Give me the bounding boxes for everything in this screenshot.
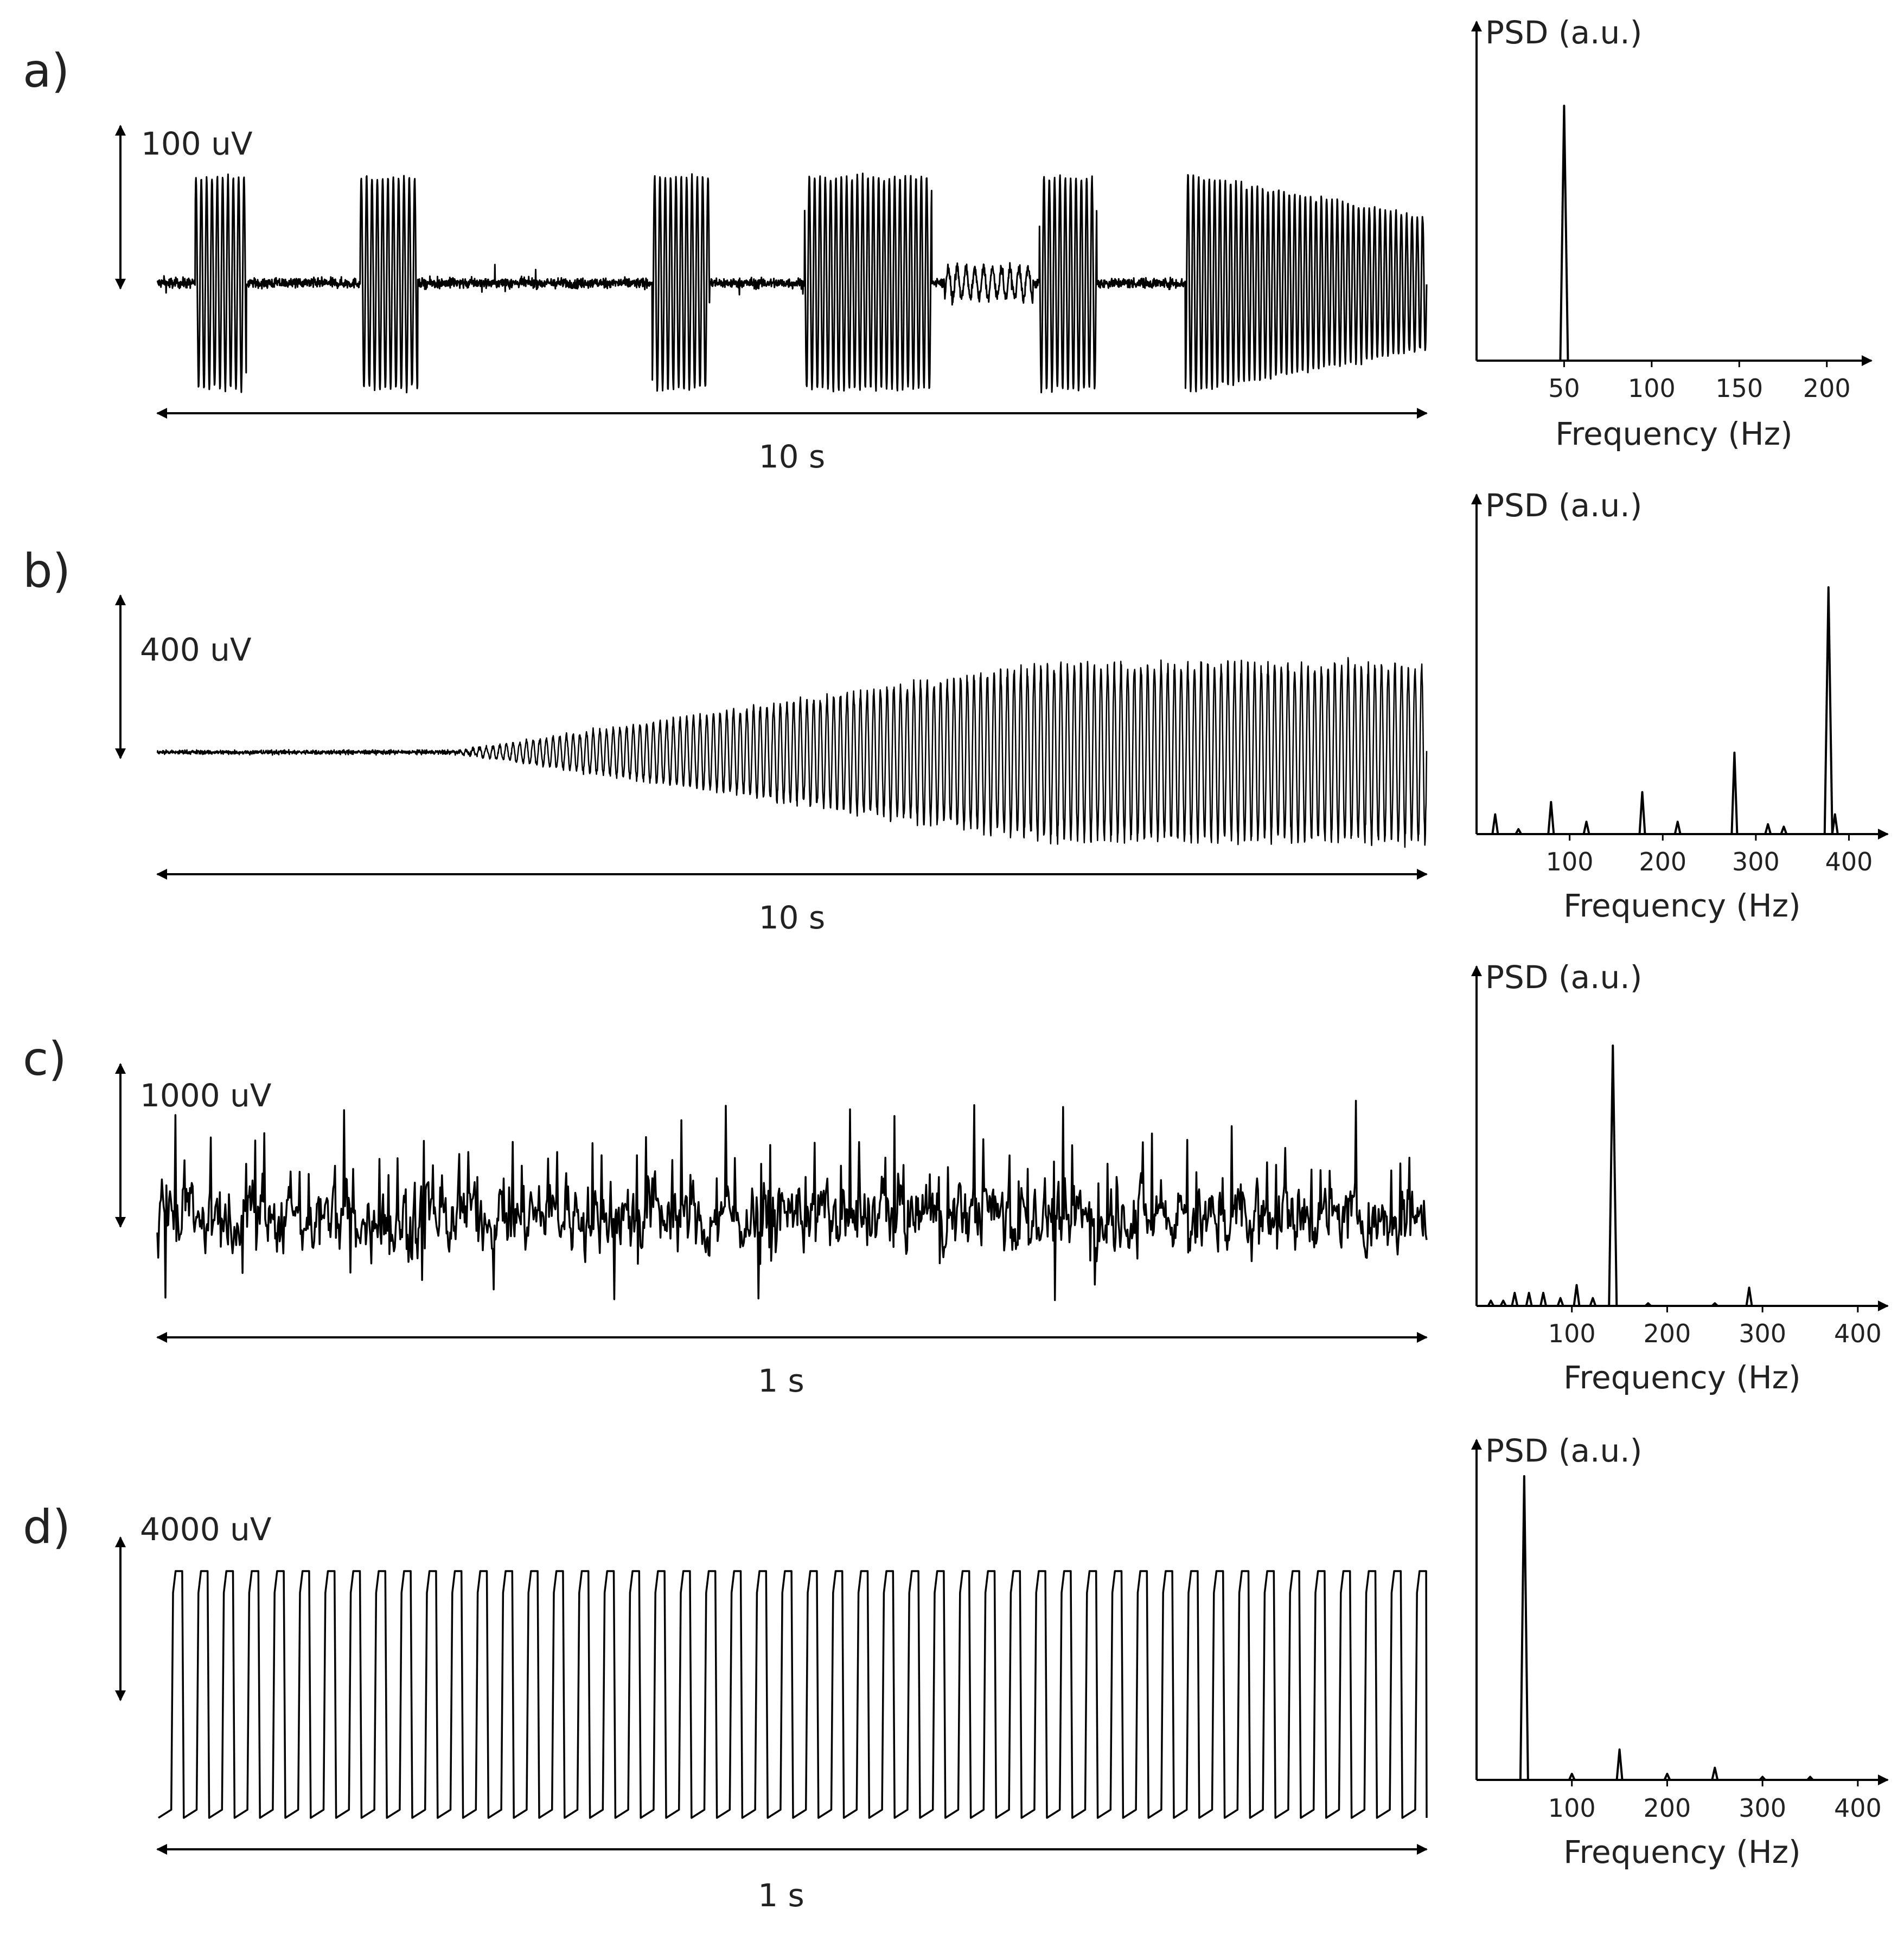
panel-label: d) [23,1500,71,1554]
x-tick-label: 200 [1644,1793,1691,1823]
psd-peak [1556,1297,1564,1306]
time-scale-label: 1 s [758,1362,804,1399]
psd-peak [1608,1045,1618,1306]
signal-trace-line [156,657,1428,848]
psd-peak [1515,828,1522,835]
psd-peak [1644,1302,1652,1307]
x-tick-label: 100 [1548,1793,1596,1823]
psd-plot: PSD (a.u.) Frequency (Hz) 50 100 150 200 [1471,14,1873,452]
x-tick-label: 50 [1548,374,1580,403]
amplitude-scale-label: 4000 uV [140,1511,272,1548]
psd-peak [1499,1299,1507,1306]
signal-trace [156,1099,1428,1302]
psd-peak [1539,1292,1547,1306]
signal-trace-line [156,172,1428,394]
panel-d: d) 4000 uV 1 s PSD (a.u.) Frequency (Hz) 1… [23,1432,1889,1914]
psd-peak [1780,825,1788,835]
signal-trace-line [156,1099,1428,1302]
panel-c: c) 1000 uV 1 s PSD (a.u.) Frequency (Hz) 1… [23,959,1889,1399]
x-tick-label: 400 [1834,1793,1882,1823]
psd-peak [1568,1772,1576,1780]
psd-peak [1573,1284,1581,1306]
x-tick-label: 300 [1739,1793,1786,1823]
x-tick-label: 100 [1548,1319,1596,1348]
signal-trace [156,657,1428,848]
x-tick-label: 300 [1732,847,1780,876]
x-tick-label: 400 [1825,847,1873,876]
psd-plot: PSD (a.u.) Frequency (Hz) 100 200 300 400 [1471,959,1889,1396]
x-axis-label: Frequency (Hz) [1563,1834,1800,1870]
x-tick-label: 150 [1715,374,1763,403]
psd-peak [1638,791,1646,835]
x-tick-label: 200 [1803,374,1851,403]
panel-label: b) [23,544,71,598]
psd-peak [1673,821,1682,835]
x-tick-label: 100 [1628,374,1676,403]
psd-peak [1491,813,1499,835]
amplitude-scale-label: 400 uV [140,631,252,668]
signal-trace-line [158,1570,1428,1819]
y-axis-label: PSD (a.u.) [1485,14,1642,51]
psd-peak [1711,1766,1719,1780]
signal-trace [158,1570,1428,1819]
x-axis-label: Frequency (Hz) [1563,1359,1800,1396]
amplitude-scale-label: 100 uV [141,125,253,162]
psd-peak [1745,1286,1753,1306]
psd-plot: PSD (a.u.) Frequency (Hz) 100 200 300 400 [1471,487,1889,924]
psd-peak [1831,813,1839,835]
x-tick-label: 200 [1644,1319,1691,1348]
psd-peak [1615,1748,1624,1780]
panel-label: c) [23,1032,67,1086]
psd-peak [1525,1292,1533,1306]
psd-peak [1511,1292,1519,1306]
x-axis-label: Frequency (Hz) [1563,887,1800,924]
time-scale-label: 10 s [759,438,825,475]
psd-peak [1823,586,1833,835]
panel-label: a) [23,44,69,98]
y-axis-label: PSD (a.u.) [1485,1432,1642,1469]
psd-peak [1663,1772,1671,1780]
time-scale-label: 1 s [758,1877,804,1914]
psd-peak [1589,1297,1597,1306]
psd-peak [1519,1475,1529,1780]
psd-peak [1764,823,1772,835]
panel-a: a) 100 uV 10 s PSD (a.u.) Frequency (Hz) 5… [23,14,1873,475]
time-scale-label: 10 s [759,899,825,936]
signal-trace [156,172,1428,394]
psd-plot: PSD (a.u.) Frequency (Hz) 100 200 300 400 [1471,1432,1889,1870]
x-tick-label: 300 [1739,1319,1786,1348]
psd-peak [1547,800,1555,835]
psd-peak [1487,1299,1495,1306]
x-axis-label: Frequency (Hz) [1555,415,1792,452]
x-tick-label: 100 [1546,847,1594,876]
x-tick-label: 400 [1834,1319,1882,1348]
psd-peak [1759,1776,1766,1781]
x-tick-label: 200 [1639,847,1686,876]
psd-peak [1582,821,1590,835]
psd-peak [1559,105,1569,361]
y-axis-label: PSD (a.u.) [1485,487,1642,524]
psd-peak [1711,1302,1718,1307]
panel-b: b) 400 uV 10 s PSD (a.u.) Frequency (Hz) 1… [23,487,1889,936]
amplitude-scale-label: 1000 uV [140,1077,272,1114]
psd-peak [1730,751,1739,835]
y-axis-label: PSD (a.u.) [1485,959,1642,996]
psd-peak [1806,1776,1814,1781]
